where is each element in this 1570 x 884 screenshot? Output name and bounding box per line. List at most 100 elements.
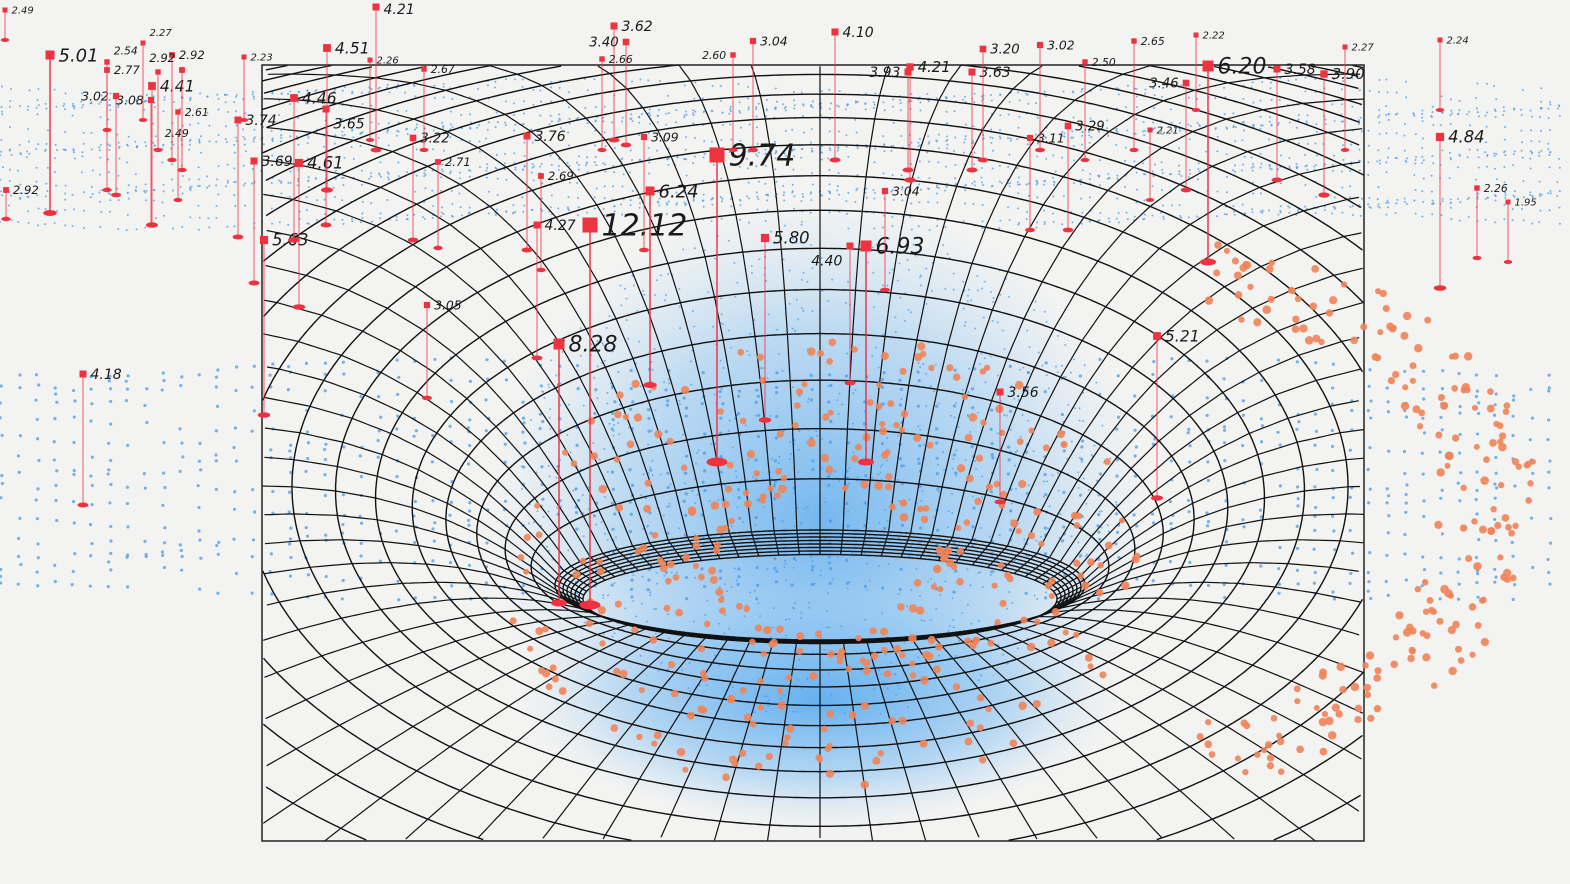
blue-point [990,408,994,412]
blue-point [747,106,750,109]
blue-point [744,424,747,427]
blue-point [742,521,745,524]
blue-point [1288,167,1291,170]
orange-point [935,643,943,651]
blue-point [250,591,254,595]
blue-point [1093,444,1096,447]
blue-point [278,179,281,182]
orange-point [670,689,679,698]
blue-point [871,246,874,249]
blue-point [440,211,443,214]
blue-point [1135,577,1139,581]
blue-point [1369,399,1373,403]
blue-point [341,134,344,137]
blue-point [927,580,930,583]
blue-point [307,222,310,225]
orange-point [869,627,877,635]
blue-point [797,471,800,474]
blue-point [788,458,791,461]
blue-point [1178,170,1181,173]
blue-point [1088,178,1091,181]
blue-point [1024,591,1028,596]
blue-point [737,495,741,500]
blue-point [780,538,783,541]
marker-label: 3.56 [1008,385,1039,401]
blue-point [657,109,660,112]
blue-point [1056,371,1059,374]
blue-point [989,355,992,358]
orange-point [1350,682,1360,692]
orange-point [1254,751,1261,758]
blue-point [1468,148,1471,151]
blue-point [631,80,634,83]
blue-point [833,470,836,473]
blue-point [89,196,92,199]
grid-radial-line [881,637,980,838]
value-marker: 2.69 [536,169,574,273]
orange-point [900,410,909,418]
blue-point [64,198,67,201]
orange-point [726,461,734,469]
blue-point [1162,217,1165,220]
orange-point [597,605,607,615]
orange-point [756,353,765,361]
blue-point [152,122,155,125]
blue-point [836,555,839,558]
blue-point [1017,399,1020,402]
blue-point [1456,570,1460,574]
blue-point [683,201,686,204]
blue-point [1549,151,1552,154]
blue-point [1269,87,1272,90]
blue-point [1538,220,1541,223]
blue-point [1313,570,1317,575]
orange-point [778,484,787,494]
marker-head [979,45,987,53]
orange-point [1087,663,1094,670]
blue-point [449,110,452,113]
blue-point [555,476,558,479]
blue-point [145,387,149,391]
blue-point [71,569,75,574]
blue-point [37,458,41,463]
blue-point [736,414,739,417]
blue-point [1502,114,1505,117]
marker-head [3,187,9,193]
blue-point [884,653,887,656]
orange-point [697,644,705,653]
blue-point [82,142,85,145]
blue-point [1006,445,1011,449]
blue-point [1045,157,1048,160]
blue-point [45,107,48,110]
blue-point [323,473,327,477]
blue-point [918,183,921,186]
blue-point [1378,114,1381,117]
marker-base [257,412,271,418]
blue-point [743,615,746,618]
blue-point [1080,457,1084,462]
blue-point [567,106,570,109]
blue-point [215,140,218,143]
blue-point [736,488,741,492]
orange-point [1424,316,1432,324]
blue-point [1161,168,1164,171]
blue-point [361,212,364,215]
blue-point [1474,373,1478,377]
blue-point [1023,538,1026,541]
blue-point [386,131,389,134]
blue-point [414,95,417,98]
blue-point [603,185,606,188]
marker-label: 3.93 [869,65,900,81]
orange-point [786,724,795,733]
blue-point [1080,439,1085,443]
blue-point [856,100,859,103]
orange-point [1335,710,1343,718]
blue-point [460,113,463,116]
blue-point [1269,81,1272,84]
blue-point [1061,223,1064,226]
blue-point [379,217,382,220]
blue-point [1431,213,1434,216]
blue-point [1422,201,1425,204]
orange-point [922,505,930,512]
blue-point [1313,528,1317,532]
